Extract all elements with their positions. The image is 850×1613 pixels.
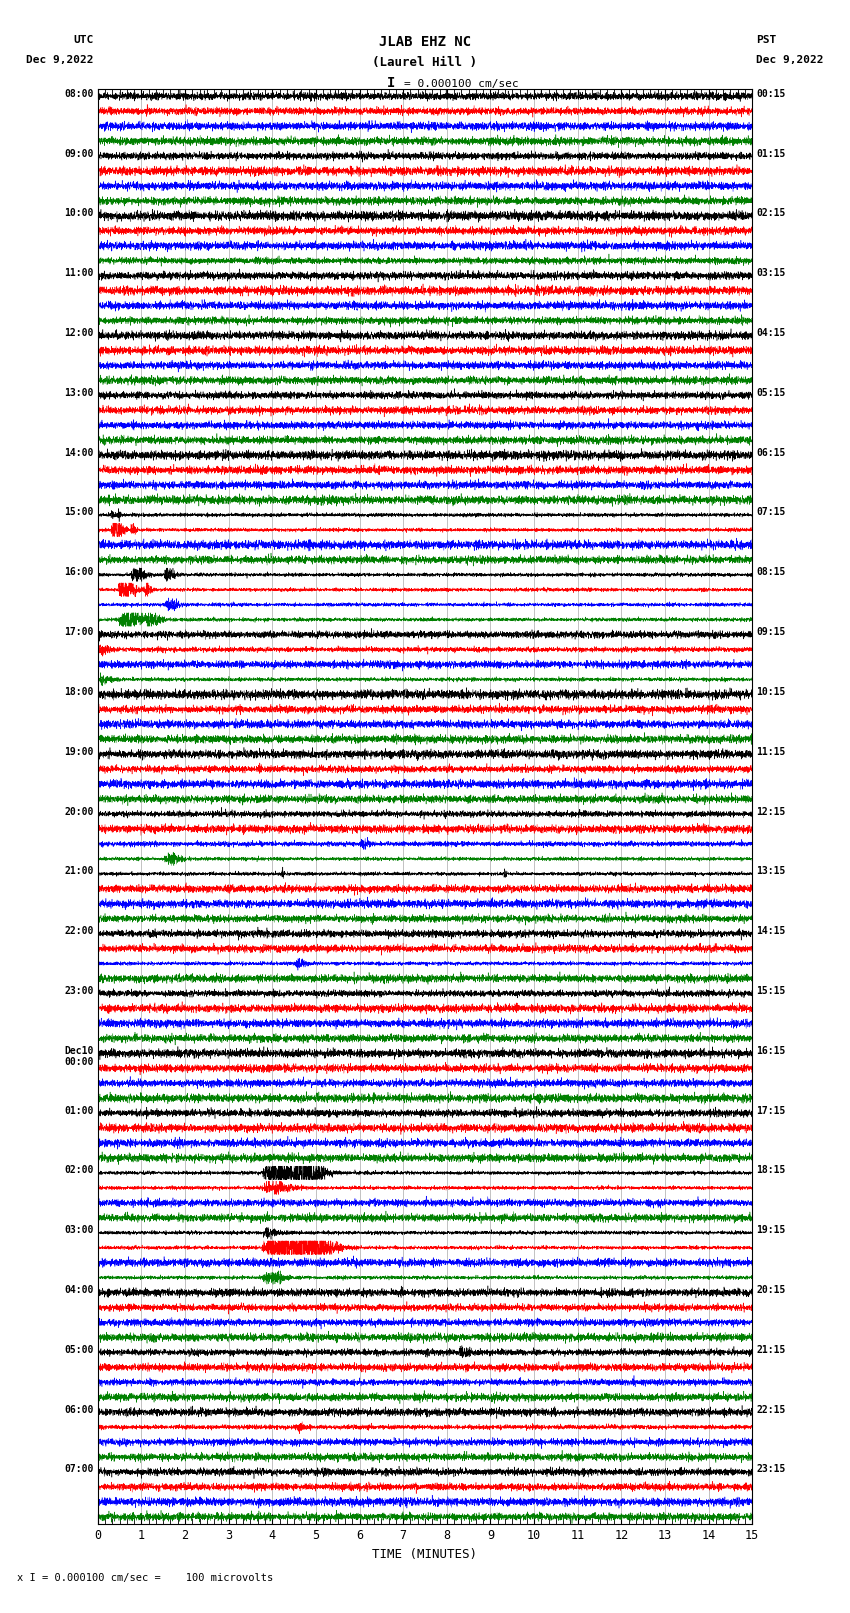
Text: 14:00: 14:00 (64, 447, 94, 458)
Text: 03:15: 03:15 (756, 268, 786, 277)
Text: 12:00: 12:00 (64, 327, 94, 339)
Text: 04:15: 04:15 (756, 327, 786, 339)
Text: (Laurel Hill ): (Laurel Hill ) (372, 56, 478, 69)
Text: 15:15: 15:15 (756, 986, 786, 995)
Text: I: I (387, 76, 395, 90)
Text: 02:00: 02:00 (64, 1165, 94, 1176)
Text: 10:15: 10:15 (756, 687, 786, 697)
Text: Dec 9,2022: Dec 9,2022 (26, 55, 94, 65)
Text: 02:15: 02:15 (756, 208, 786, 218)
Text: 08:00: 08:00 (64, 89, 94, 98)
Text: 07:00: 07:00 (64, 1465, 94, 1474)
Text: 14:15: 14:15 (756, 926, 786, 936)
Text: 01:15: 01:15 (756, 148, 786, 158)
Text: 18:00: 18:00 (64, 687, 94, 697)
Text: 22:00: 22:00 (64, 926, 94, 936)
Text: 21:00: 21:00 (64, 866, 94, 876)
Text: UTC: UTC (73, 35, 94, 45)
Text: 00:15: 00:15 (756, 89, 786, 98)
Text: 21:15: 21:15 (756, 1345, 786, 1355)
Text: 09:00: 09:00 (64, 148, 94, 158)
Text: 18:15: 18:15 (756, 1165, 786, 1176)
Text: 11:00: 11:00 (64, 268, 94, 277)
Text: Dec10
00:00: Dec10 00:00 (64, 1045, 94, 1068)
Text: x I = 0.000100 cm/sec =    100 microvolts: x I = 0.000100 cm/sec = 100 microvolts (17, 1573, 273, 1582)
Text: 23:15: 23:15 (756, 1465, 786, 1474)
Text: 08:15: 08:15 (756, 568, 786, 577)
Text: 20:00: 20:00 (64, 806, 94, 816)
Text: 05:15: 05:15 (756, 387, 786, 398)
Text: 12:15: 12:15 (756, 806, 786, 816)
Text: 11:15: 11:15 (756, 747, 786, 756)
Text: 01:00: 01:00 (64, 1105, 94, 1116)
Text: 13:15: 13:15 (756, 866, 786, 876)
Text: 16:00: 16:00 (64, 568, 94, 577)
Text: 09:15: 09:15 (756, 627, 786, 637)
Text: 10:00: 10:00 (64, 208, 94, 218)
Text: 05:00: 05:00 (64, 1345, 94, 1355)
Text: 19:00: 19:00 (64, 747, 94, 756)
Text: 23:00: 23:00 (64, 986, 94, 995)
Text: 17:15: 17:15 (756, 1105, 786, 1116)
Text: 06:00: 06:00 (64, 1405, 94, 1415)
Text: 16:15: 16:15 (756, 1045, 786, 1057)
Text: 03:00: 03:00 (64, 1226, 94, 1236)
Text: 15:00: 15:00 (64, 508, 94, 518)
Text: JLAB EHZ NC: JLAB EHZ NC (379, 35, 471, 50)
Text: 13:00: 13:00 (64, 387, 94, 398)
Text: Dec 9,2022: Dec 9,2022 (756, 55, 824, 65)
Text: 04:00: 04:00 (64, 1286, 94, 1295)
X-axis label: TIME (MINUTES): TIME (MINUTES) (372, 1548, 478, 1561)
Text: 20:15: 20:15 (756, 1286, 786, 1295)
Text: 22:15: 22:15 (756, 1405, 786, 1415)
Text: PST: PST (756, 35, 777, 45)
Text: 19:15: 19:15 (756, 1226, 786, 1236)
Text: 06:15: 06:15 (756, 447, 786, 458)
Text: 17:00: 17:00 (64, 627, 94, 637)
Text: 07:15: 07:15 (756, 508, 786, 518)
Text: = 0.000100 cm/sec: = 0.000100 cm/sec (404, 79, 518, 89)
